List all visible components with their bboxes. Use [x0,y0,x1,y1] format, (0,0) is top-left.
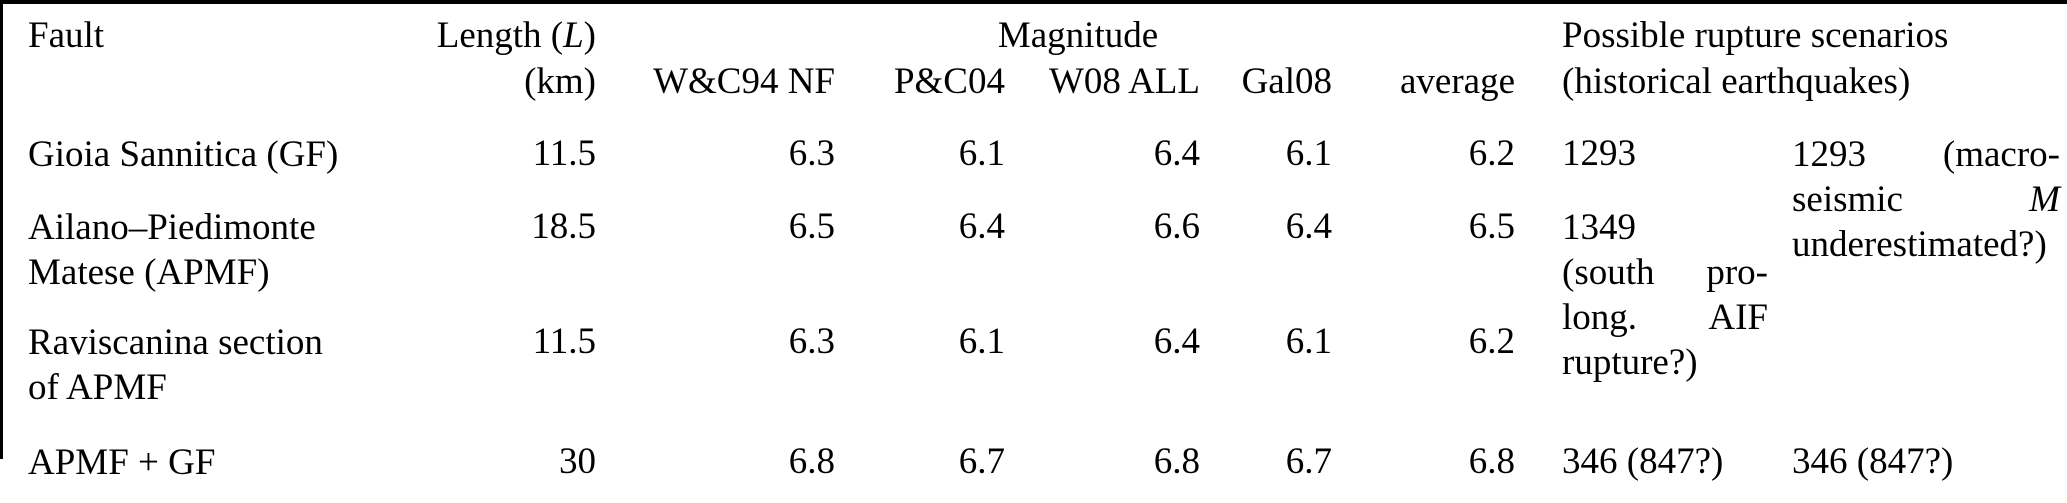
cell-fault-row4: APMF + GF [28,440,215,485]
cell-scenario-row4-a: 346 (847?) [1562,441,1724,482]
cell-mag-avg-row3: 6.2 [1468,321,1515,362]
scenario-text: rupture?) [1562,342,1698,383]
col-header-scenarios-line1: Possible rupture scenarios [1562,15,1949,56]
cell-mag-wc94-row4: 6.8 [788,441,835,482]
col-header-average: average [1399,61,1515,102]
col-header-gal08: Gal08 [1241,61,1332,102]
fault-name-line: Matese (APMF) [28,252,270,293]
col-header-w08all: W08 ALL [1048,61,1200,102]
fault-name-line: Ailano–Piedimonte [28,207,316,248]
fault-name-line: Gioia Sannitica (GF) [28,134,339,175]
col-header-pc04: P&C04 [893,61,1005,102]
cell-mag-wc94-row3: 6.3 [788,321,835,362]
cell-fault-row2: Ailano–Piedimonte Matese (APMF) [28,205,316,295]
cell-fault-row1: Gioia Sannitica (GF) [28,132,338,177]
cell-mag-gal08-row4: 6.7 [1285,441,1332,482]
cell-mag-pc04-row3: 6.1 [958,321,1005,362]
col-header-fault: Fault [28,15,105,56]
cell-mag-gal08-row1: 6.1 [1285,133,1332,174]
cell-length-row1: 11.5 [532,133,596,174]
cell-length-row3: 11.5 [532,321,596,362]
cell-mag-avg-row4: 6.8 [1468,441,1515,482]
scenario-text: (macro- [1942,134,2060,175]
cell-scenario-row1: 1293 [1562,133,1636,174]
cell-mag-wc94-row1: 6.3 [788,133,835,174]
cell-length-row2: 18.5 [531,206,596,247]
scenario-text: underestimated?) [1792,224,2047,265]
cell-scenario-row4-b: 346 (847?) [1792,441,1954,482]
scenario-text: long. [1562,297,1638,338]
cell-mag-avg-row2: 6.5 [1468,206,1515,247]
cell-mag-w08-row4: 6.8 [1153,441,1200,482]
col-header-length-unit: (km) [524,61,596,102]
cell-scenario-span-1293: 1293 (macro- seismic M underestimated?) [1792,132,2060,267]
col-group-header-magnitude: Magnitude [997,15,1159,56]
fault-name-line: Raviscanina section [28,322,323,363]
cell-mag-avg-row1: 6.2 [1468,133,1515,174]
length-label-prefix: Length ( [436,15,564,56]
scenario-text: (south [1562,252,1655,293]
cell-mag-wc94-row2: 6.5 [788,206,835,247]
col-header-scenarios-line2: (historical earthquakes) [1562,61,1911,102]
cell-mag-gal08-row2: 6.4 [1285,206,1332,247]
cell-mag-gal08-row3: 6.1 [1285,321,1332,362]
length-variable: L [563,15,584,56]
cell-mag-w08-row2: 6.6 [1153,206,1200,247]
scenario-text: pro- [1706,252,1768,293]
scenario-text: seismic [1792,179,1903,220]
cell-length-row4: 30 [559,441,596,482]
cell-mag-pc04-row1: 6.1 [958,133,1005,174]
scenario-magnitude-variable: M [2029,179,2060,220]
scenario-text: 1293 [1792,134,1866,175]
col-header-length: Length (L) [396,14,596,57]
fault-name-line: APMF + GF [28,442,216,483]
scenario-text: AIF [1708,297,1768,338]
cell-mag-w08-row3: 6.4 [1153,321,1200,362]
cell-mag-w08-row1: 6.4 [1153,133,1200,174]
scenario-text: 1349 [1562,207,1636,248]
vrule-magnitude-scenarios [0,0,3,459]
cell-mag-pc04-row2: 6.4 [958,206,1005,247]
cell-fault-row3: Raviscanina section of APMF [28,320,323,410]
cell-scenario-span-1349: 1349 (south pro- long. AIF rupture?) [1562,205,1768,385]
col-header-wc94nf: W&C94 NF [653,61,835,102]
cell-mag-pc04-row4: 6.7 [958,441,1005,482]
fault-name-line: of APMF [28,367,167,408]
rule-bottom [0,0,2067,4]
length-label-suffix: ) [583,15,596,56]
